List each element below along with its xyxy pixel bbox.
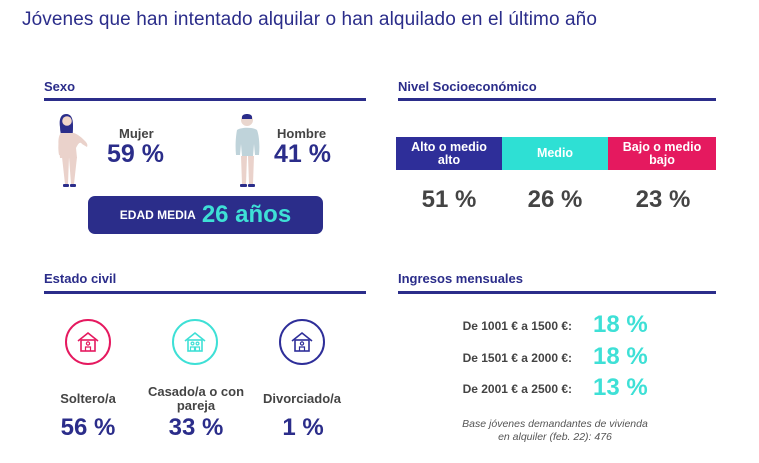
nse-divider (398, 98, 716, 101)
base-note-line2: en alquiler (feb. 22): 476 (498, 431, 612, 443)
divorciado-label: Divorciado/a (262, 391, 342, 406)
ingresos-row: De 1501 € a 2000 €: 18 % (400, 343, 710, 373)
ingresos-row-value: 18 % (593, 343, 648, 370)
edad-media-label: EDAD MEDIA (119, 208, 196, 222)
house-single-icon (291, 331, 313, 352)
soltero-value: 56 % (60, 414, 116, 441)
nse-bajo-box: Bajo o medio bajo (608, 137, 716, 170)
ingresos-row-value: 18 % (593, 311, 648, 338)
divorciado-value: 1 % (282, 414, 324, 441)
nse-heading: Nivel Socioeconómico (398, 79, 537, 94)
divorciado-circle (279, 319, 325, 365)
edad-media-value: 26 años (201, 201, 292, 228)
ingresos-row-label: De 1501 € a 2000 €: (462, 351, 572, 365)
edad-media-badge: EDAD MEDIA 26 años (88, 196, 323, 234)
ingresos-row-label: De 1001 € a 1500 €: (462, 319, 572, 333)
ingresos-heading: Ingresos mensuales (398, 271, 523, 286)
casado-label: Casado/a o con pareja (147, 384, 245, 413)
ingresos-row-label: De 2001 € a 2500 €: (462, 382, 572, 396)
nse-medio-label: Medio (536, 146, 574, 160)
nse-alto-label: Alto o medio alto (411, 139, 487, 167)
nse-medio-value: 26 % (527, 186, 583, 213)
nse-bajo-label: Bajo o medio bajo (622, 139, 702, 167)
sexo-heading: Sexo (44, 79, 76, 94)
hombre-label: Hombre (277, 126, 327, 141)
house-single-icon (77, 331, 99, 352)
hombre-value: 41 % (274, 140, 331, 168)
base-note-line1: Base jóvenes demandantes de vivienda (462, 418, 648, 430)
civil-heading: Estado civil (44, 271, 117, 286)
ingresos-divider (398, 291, 716, 294)
nse-alto-value: 51 % (421, 186, 477, 213)
nse-alto-box: Alto o medio alto (396, 137, 502, 170)
soltero-label: Soltero/a (60, 391, 116, 406)
nse-bajo-value: 23 % (635, 186, 691, 213)
ingresos-row: De 2001 € a 2500 €: 13 % (400, 374, 710, 404)
nse-medio-box: Medio (502, 137, 608, 170)
soltero-circle (65, 319, 111, 365)
casado-circle (172, 319, 218, 365)
casado-value: 33 % (168, 414, 224, 441)
ingresos-row-value: 13 % (593, 374, 648, 401)
sexo-divider (44, 98, 366, 101)
house-couple-icon (184, 331, 206, 352)
page-title: Jóvenes que han intentado alquilar o han… (22, 9, 598, 30)
civil-divider (44, 291, 366, 294)
mujer-value: 59 % (107, 140, 164, 168)
ingresos-row: De 1001 € a 1500 €: 18 % (400, 311, 710, 341)
man-figure-icon (235, 114, 260, 187)
woman-figure-icon (58, 114, 88, 187)
base-note: Base jóvenes demandantes de vivienda en … (440, 418, 670, 444)
mujer-label: Mujer (119, 126, 154, 141)
